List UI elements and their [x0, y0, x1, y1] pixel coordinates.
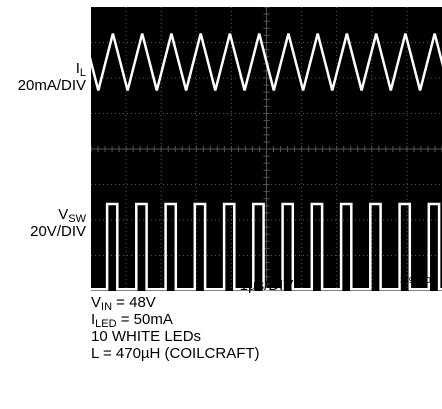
channel2-scale: 20V/DIV	[30, 223, 86, 240]
channel2-symbol: VSW	[58, 206, 86, 225]
oscilloscope-screen	[91, 7, 442, 291]
switch-voltage-trace	[91, 202, 442, 291]
channel1-scale: 20mA/DIV	[17, 77, 86, 94]
graticule	[91, 7, 442, 291]
condition-line: 10 WHITE LEDs	[91, 328, 202, 345]
traces	[91, 33, 442, 291]
test-conditions: VIN = 48V ILED = 50mA 10 WHITE LEDs L = 470…	[91, 294, 260, 362]
inductor-current-trace	[91, 33, 442, 91]
channel2-label: VSW 20V/DIV	[0, 206, 86, 240]
channel1-symbol: IL	[75, 60, 86, 79]
channel1-label: IL 20mA/DIV	[0, 60, 86, 94]
condition-line: VIN = 48V	[91, 294, 156, 313]
condition-line: ILED = 50mA	[91, 311, 173, 330]
figure-reference: 3590 G07	[400, 276, 436, 285]
condition-line: L = 470µH (COILCRAFT)	[91, 345, 260, 362]
time-scale-label: 1µs/DIV	[239, 277, 294, 294]
